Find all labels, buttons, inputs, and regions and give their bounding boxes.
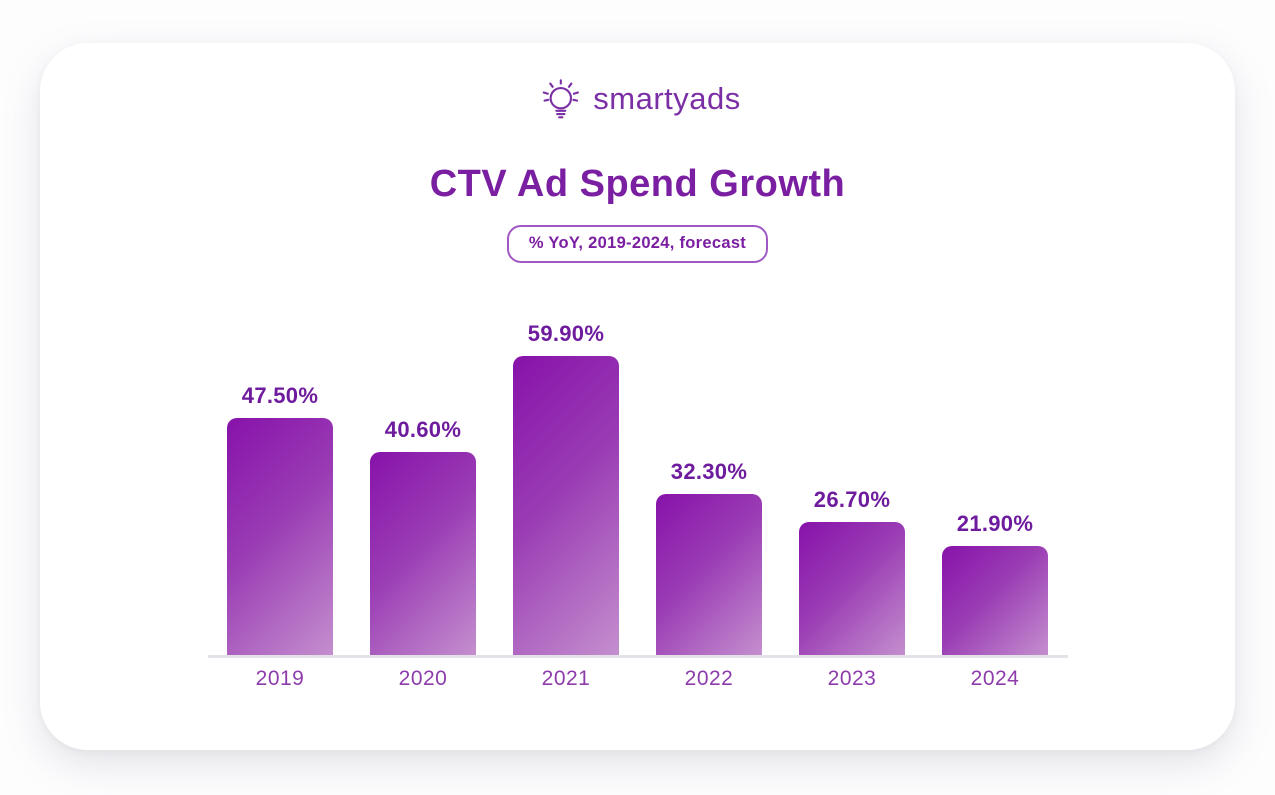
x-axis-label-2023: 2023 — [827, 666, 877, 690]
bar-2021 — [513, 355, 619, 655]
bar-group-2021: 59.90% — [513, 320, 619, 655]
x-axis-label-2020: 2020 — [398, 666, 448, 690]
x-axis-label-2024: 2024 — [970, 666, 1020, 690]
bar-group-2024: 21.90% — [942, 510, 1048, 655]
bar-group-2023: 26.70% — [799, 486, 905, 655]
chart-title: CTV Ad Spend Growth — [429, 163, 846, 205]
bar-2023 — [799, 521, 905, 655]
bar-value-label: 40.60% — [384, 417, 462, 442]
logo-text: smartyads — [593, 81, 741, 116]
x-axis-label-2019: 2019 — [255, 666, 305, 690]
lightbulb-icon — [534, 73, 586, 125]
bar-chart: 47.50% 40.60% 59.90% 32.30% 26.70% 21.90% 201… — [207, 315, 1068, 691]
x-axis-labels: 2019 2020 2021 2022 2023 2024 — [208, 667, 1068, 691]
x-axis-label-2021: 2021 — [541, 666, 591, 690]
bar-2022 — [656, 493, 762, 655]
subtitle-badge-wrap: % YoY, 2019-2024, forecast — [40, 206, 1235, 263]
bar-2024 — [942, 545, 1048, 655]
bar-group-2019: 47.50% — [227, 382, 333, 655]
bar-value-label: 59.90% — [527, 320, 605, 346]
infographic-card: smartyads CTV Ad Spend Growth % YoY, 201… — [40, 43, 1235, 750]
bar-value-label: 21.90% — [956, 510, 1034, 536]
bar-group-2022: 32.30% — [656, 458, 762, 655]
subtitle-badge: % YoY, 2019-2024, forecast — [506, 225, 769, 263]
bar-value-label: 32.30% — [670, 458, 748, 484]
bar-2020 — [370, 452, 476, 655]
bar-value-label: 47.50% — [241, 382, 319, 408]
logo: smartyads — [40, 73, 1235, 125]
x-axis-label-2022: 2022 — [684, 666, 734, 690]
x-axis-line — [207, 655, 1068, 658]
bar-group-2020: 40.60% — [370, 417, 476, 655]
bar-value-label: 26.70% — [813, 486, 891, 512]
bars-row: 47.50% 40.60% 59.90% 32.30% 26.70% 21.90% — [208, 315, 1068, 655]
bar-2019 — [227, 417, 333, 655]
